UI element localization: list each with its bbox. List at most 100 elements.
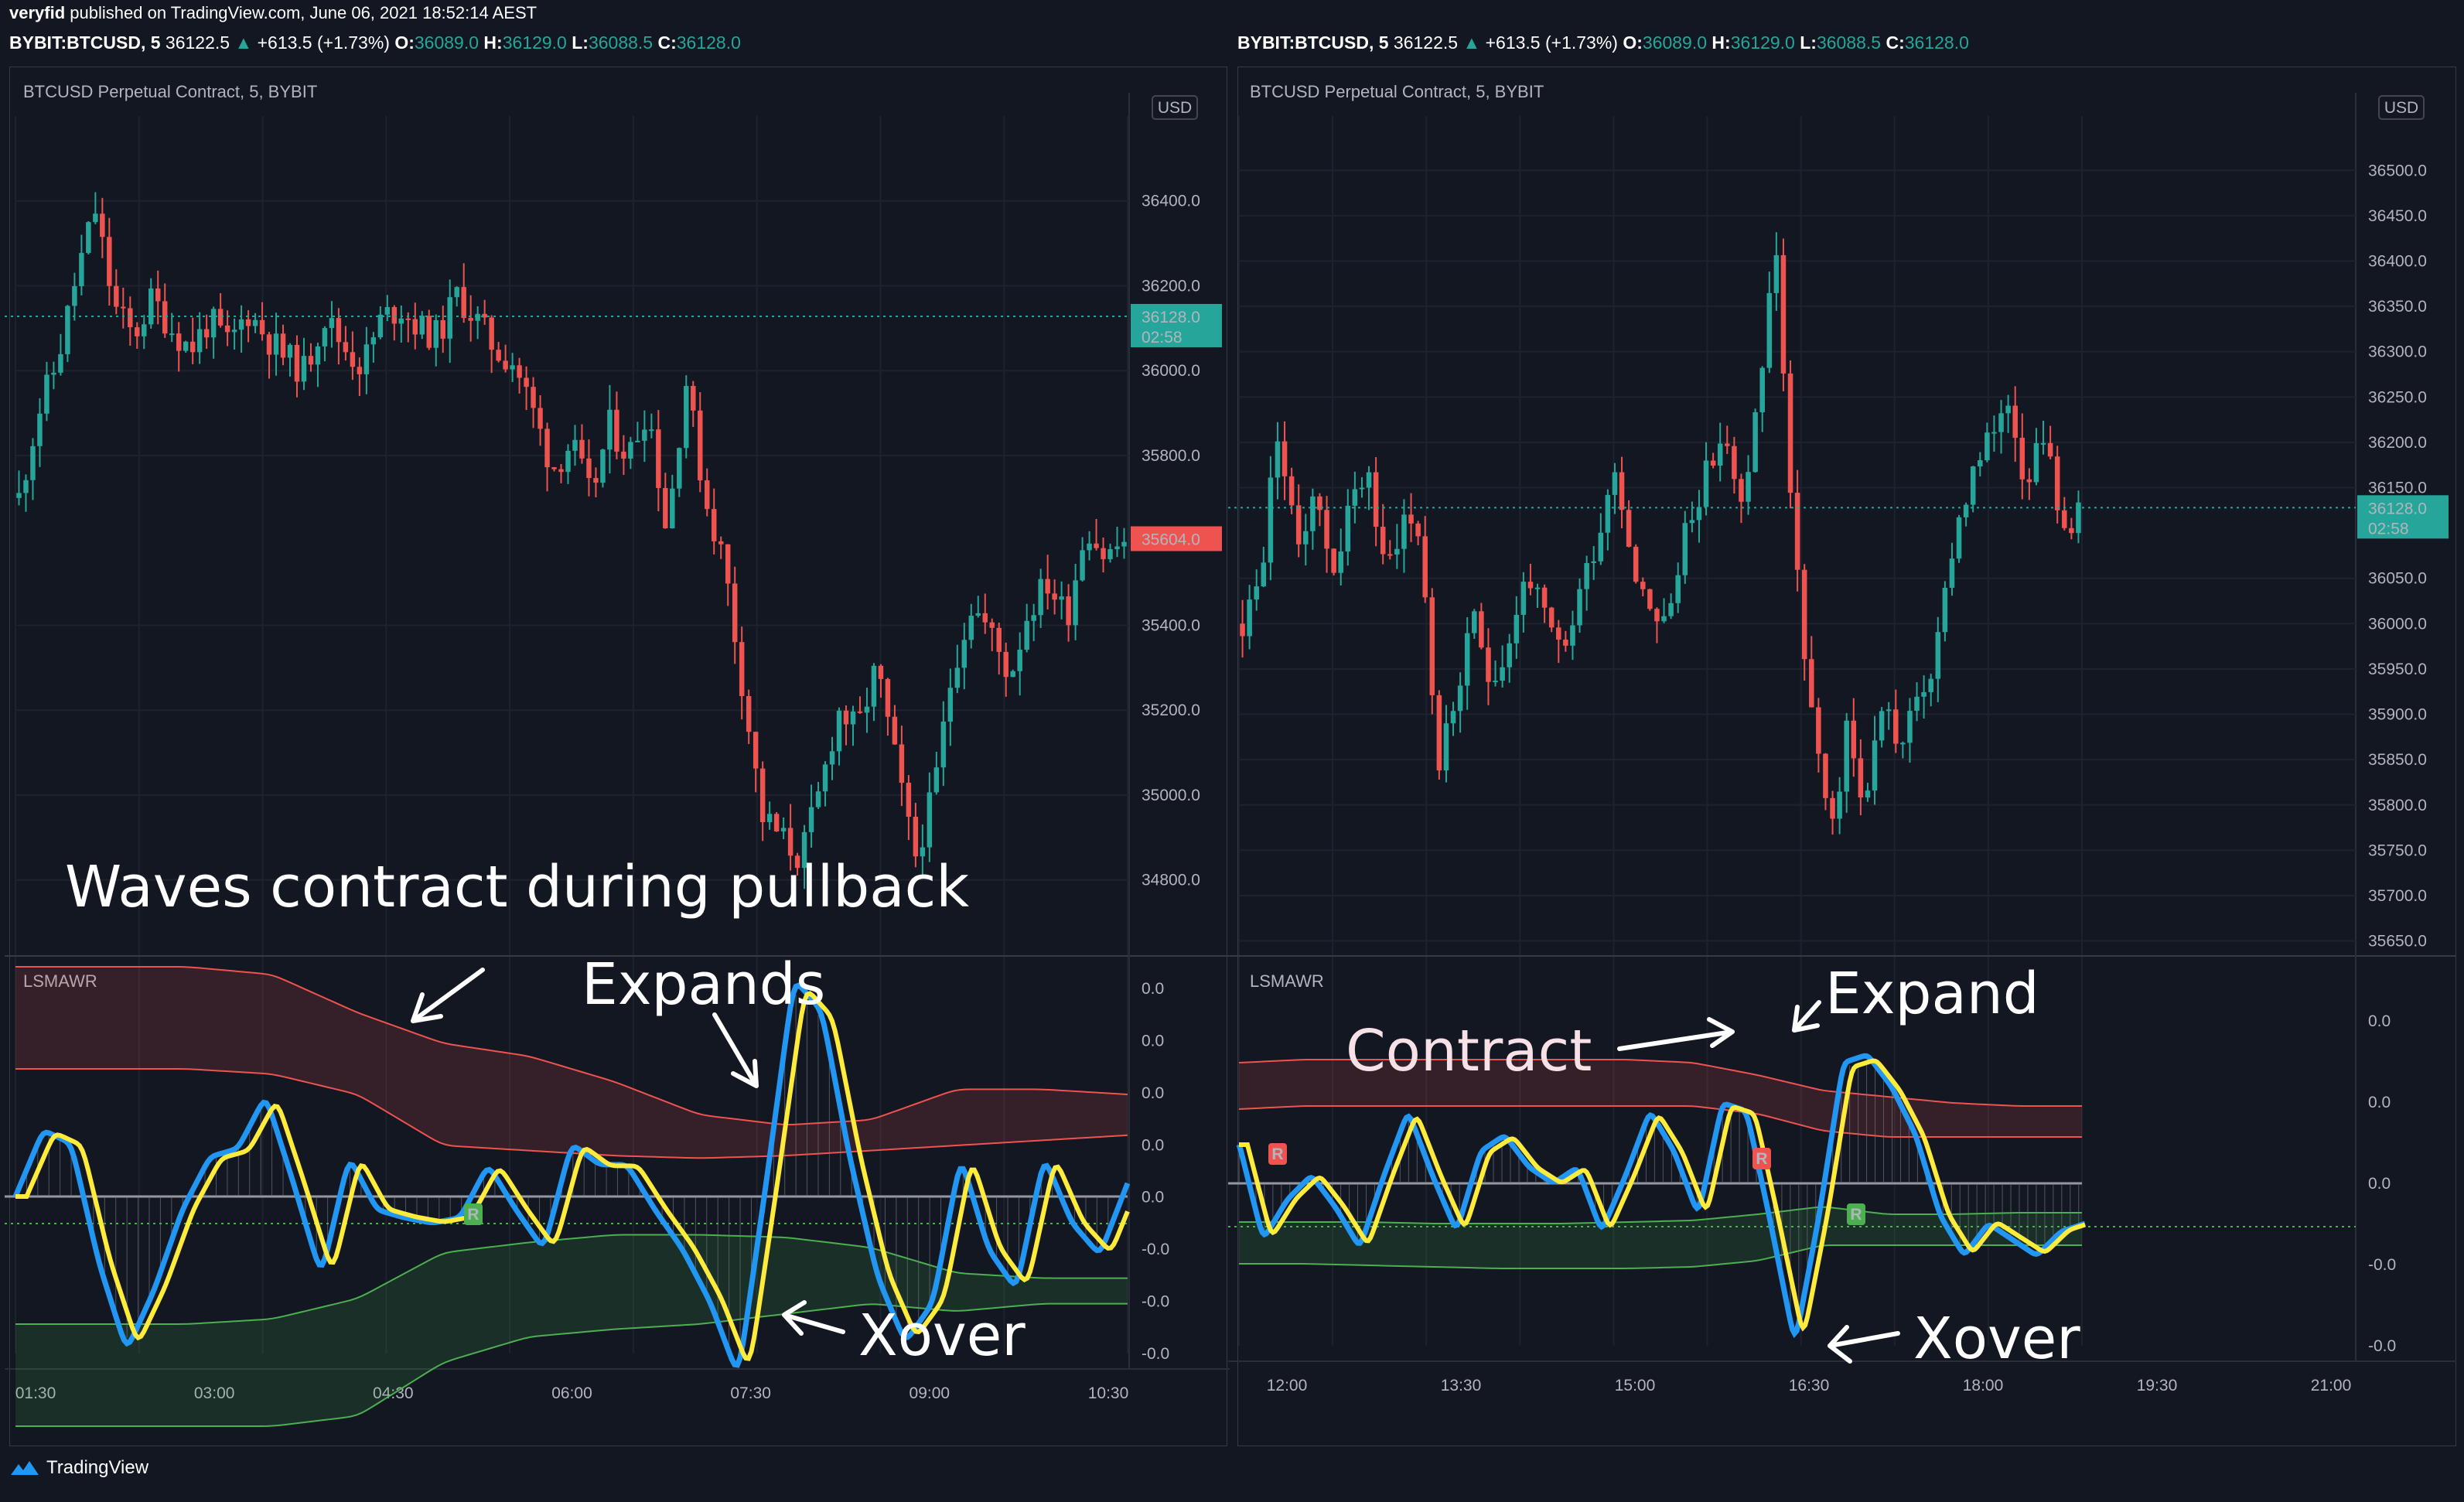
candle-body (475, 313, 480, 321)
signal-badge (464, 1203, 483, 1225)
candle-body (1935, 632, 1941, 679)
candle-body (357, 367, 363, 374)
candle-body (1408, 514, 1414, 524)
candle-body (51, 372, 56, 375)
indicator-name-left: LSMAWR (23, 971, 97, 991)
candle-body (836, 710, 842, 752)
time-tick-label: 19:30 (2137, 1377, 2178, 1394)
high-label: H: (483, 32, 503, 53)
price-label-value: 36128.0 (2368, 500, 2427, 517)
price-label-value: 36128.0 (1142, 309, 1200, 326)
candle-body (1359, 487, 1365, 490)
candle-body (1668, 603, 1674, 616)
candle-body (1059, 596, 1064, 600)
candle-body (1450, 711, 1456, 724)
candle-body (698, 410, 703, 481)
upper-band-upper-line (15, 966, 1128, 1126)
candle-body (878, 665, 884, 679)
candle-body (322, 328, 328, 346)
candle-body (691, 386, 696, 411)
candle-body (1429, 597, 1435, 695)
candle-body (2040, 442, 2046, 445)
tradingview-footer[interactable]: TradingView (9, 1457, 148, 1479)
candle-body (1985, 432, 1990, 461)
candle-body (1725, 443, 1730, 446)
candle-body (920, 847, 926, 857)
price-label-box (1131, 526, 1222, 551)
candle-body (37, 413, 43, 446)
candle-body (850, 711, 856, 725)
currency-badge (2378, 95, 2425, 120)
author-name[interactable]: veryfid (9, 3, 66, 22)
candle-body (1816, 707, 1821, 754)
signal-label: R (1850, 1206, 1862, 1224)
time-tick-label: 16:30 (1789, 1377, 1830, 1394)
chart-right[interactable]: 36500.0 36450.0 36400.0 36350.0 36300.0 36250… (1228, 93, 2456, 1394)
symbol-name: BYBIT:BTCUSD, 5 (9, 32, 161, 53)
time-tick-label: 15:00 (1615, 1377, 1656, 1394)
candle-body (315, 346, 321, 365)
candle-body (294, 344, 300, 382)
candle-body (107, 237, 112, 286)
candle-body (670, 488, 675, 529)
candle-body (79, 253, 84, 287)
candle-body (982, 613, 988, 623)
price-change: +613.5 (+1.73%) (1485, 32, 1618, 53)
candle-body (843, 710, 849, 725)
candle-body (1324, 510, 1329, 549)
candle-body (739, 642, 745, 697)
candle-body (266, 334, 272, 355)
candle-body (1710, 460, 1716, 466)
change-up-icon: ▲ (1462, 32, 1481, 53)
candle-body (2019, 438, 2025, 480)
candle-body (440, 319, 445, 339)
candle-body (1017, 649, 1022, 671)
signal-label: R (1271, 1145, 1283, 1163)
indicator-tick-label: -0.0 (1142, 1293, 1169, 1311)
lower-band-lower-line (15, 1302, 1128, 1427)
candle-body (135, 327, 140, 336)
price-tick-label: 35700.0 (2368, 887, 2427, 905)
candle-body (961, 640, 968, 668)
candle-body (1956, 517, 1962, 559)
candle-body (100, 213, 105, 237)
candle-body (176, 333, 182, 351)
chart-left[interactable]: 36400.0 36200.0 36000.0 35800.0 35400.0 35200… (5, 93, 1230, 1427)
candle-body (1633, 546, 1639, 582)
candle-body (1746, 472, 1751, 502)
low-label: L: (1800, 32, 1817, 53)
candle-body (1479, 611, 1484, 648)
chart-title-right: BTCUSD Perpetual Contract, 5, BYBIT (1250, 82, 1544, 101)
candle-body (524, 377, 529, 387)
candle-body (1541, 587, 1548, 608)
oscillator-slow-line (15, 991, 1130, 1361)
symbol-info-right: BYBIT:BTCUSD, 5 36122.5 ▲ +613.5 (+1.73%… (1237, 32, 1969, 53)
high-value: 36129.0 (502, 32, 567, 53)
candle-body (308, 356, 314, 365)
candle-body (1689, 520, 1695, 524)
close-value: 36128.0 (676, 32, 741, 53)
candle-body (1844, 720, 1849, 792)
tradingview-brand: TradingView (46, 1457, 149, 1478)
price-label-value: 35604.0 (1142, 531, 1200, 549)
candle-body (600, 449, 606, 483)
candle-body (238, 319, 244, 330)
close-label: C: (1886, 32, 1905, 53)
candle-body (906, 783, 912, 817)
candle-body (1556, 627, 1561, 640)
candle-body (412, 319, 418, 335)
candle-body (614, 409, 619, 452)
candle-body (433, 319, 439, 348)
candle-body (684, 386, 689, 449)
price-tick-label: 35650.0 (2368, 933, 2427, 951)
candle-body (2026, 479, 2032, 483)
candle-body (280, 333, 286, 358)
price-tick-label: 36400.0 (2368, 253, 2427, 271)
candle-body (2076, 502, 2081, 534)
candle-body (343, 342, 349, 353)
chart-panel-left[interactable] (9, 67, 1227, 1446)
currency-label: USD (1158, 99, 1192, 117)
candle-body (1675, 575, 1681, 603)
candle-body (794, 855, 800, 869)
